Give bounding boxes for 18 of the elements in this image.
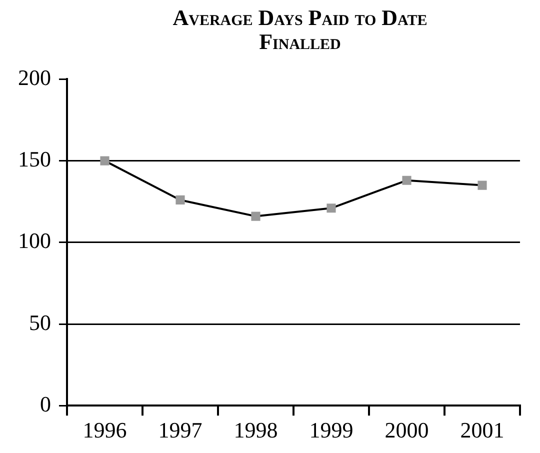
point <box>100 156 110 166</box>
point <box>478 180 487 190</box>
x-tick-label: 2001 <box>460 418 504 443</box>
x-tick-label: 1996 <box>82 418 127 443</box>
point <box>402 176 412 185</box>
chart-title: Average Days Paid to Date Finalled <box>172 5 428 54</box>
x-tick-label: 2000 <box>384 418 429 443</box>
x-tick-label: 1999 <box>309 418 354 443</box>
point <box>176 195 185 205</box>
y-tick-label: 100 <box>18 228 51 254</box>
x-tick-label: 1998 <box>234 418 278 443</box>
x-tick-label: 1997 <box>158 418 202 443</box>
y-tick-label: 50 <box>29 310 51 335</box>
point <box>251 212 260 221</box>
y-tick-label: 150 <box>18 146 51 172</box>
y-tick-label: 200 <box>18 64 51 90</box>
point <box>326 204 336 213</box>
y-tick-label: 0 <box>40 391 51 416</box>
